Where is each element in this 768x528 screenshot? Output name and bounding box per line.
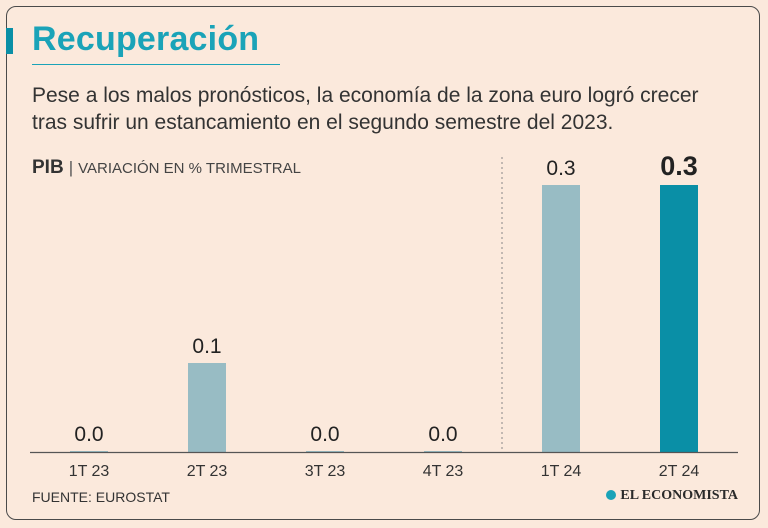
title-accent-bar: [6, 28, 13, 54]
bar-2T-23: [188, 363, 226, 452]
bar-2T-24: [660, 185, 698, 452]
chart-title: Recuperación: [32, 20, 260, 58]
x-tick-label-3T-23: 3T 23: [305, 463, 346, 480]
x-tick-label-4T-23: 4T 23: [423, 463, 464, 480]
source-note: FUENTE: EUROSTAT: [32, 489, 170, 505]
brand-name: EL ECONOMISTA: [620, 488, 738, 503]
value-label-2T-24: 0.3: [660, 151, 698, 181]
bar-1T-23: [70, 451, 108, 452]
bar-1T-24: [542, 185, 580, 452]
brand-icon: [606, 490, 617, 500]
metric-unit: VARIACIÓN EN % TRIMESTRAL: [78, 160, 301, 177]
bar-3T-23: [306, 451, 344, 452]
value-label-2T-23: 0.1: [192, 335, 221, 358]
brand-logo: EL ECONOMISTA: [606, 488, 738, 504]
title-underline: [32, 64, 280, 65]
x-tick-label-2T-23: 2T 23: [187, 463, 228, 480]
x-tick-label-1T-23: 1T 23: [69, 463, 110, 480]
value-label-1T-23: 0.0: [74, 423, 103, 446]
x-tick-label-1T-24: 1T 24: [541, 463, 582, 480]
x-tick-label-2T-24: 2T 24: [659, 463, 700, 480]
metric-separator: |: [68, 158, 74, 177]
metric-label: PIB | VARIACIÓN EN % TRIMESTRAL: [32, 157, 301, 179]
metric-name: PIB: [32, 157, 64, 178]
card-frame: [6, 6, 760, 520]
value-label-1T-24: 0.3: [546, 157, 575, 180]
chart-subtitle: Pese a los malos pronósticos, la economí…: [32, 84, 699, 134]
bar-4T-23: [424, 451, 462, 452]
value-label-3T-23: 0.0: [310, 423, 339, 446]
value-label-4T-23: 0.0: [428, 423, 457, 446]
